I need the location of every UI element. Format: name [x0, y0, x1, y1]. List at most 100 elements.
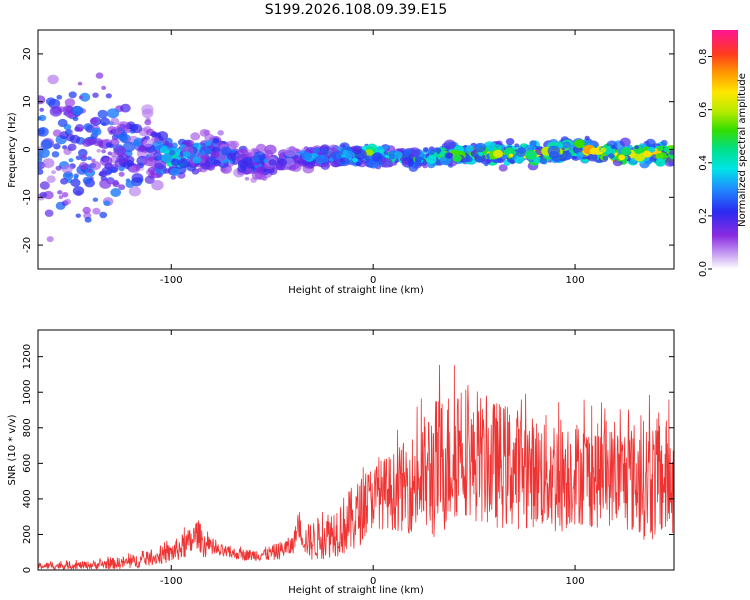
spectrogram-cell	[584, 135, 590, 141]
spectrogram-cell	[284, 146, 297, 158]
spectrogram-cell	[170, 175, 176, 180]
spectrogram-cell	[108, 143, 115, 149]
x-tick-label: 0	[370, 576, 376, 587]
spectrogram-cell	[87, 169, 93, 173]
y-tick-label: 1000	[22, 379, 33, 404]
spectrogram-cell	[201, 146, 207, 151]
spectrogram-cell	[664, 157, 674, 167]
colorbar-tick-label: 0.8	[698, 49, 709, 65]
spectrogram-cell	[70, 178, 81, 187]
colorbar-tick-label: 0.6	[698, 102, 709, 118]
spectrogram-cell	[600, 147, 607, 153]
colorbar-tick-label: 0.4	[698, 155, 709, 171]
spectrogram-cell	[103, 200, 111, 206]
spectrogram-cell	[63, 111, 69, 116]
spectrogram-cell	[62, 171, 74, 181]
spectrogram-cell	[559, 150, 572, 161]
spectrogram-cell	[426, 155, 437, 165]
spectrogram-cell	[52, 129, 62, 137]
spectrogram-cell	[82, 206, 91, 214]
spectrogram-cell	[151, 180, 164, 191]
spectrogram-x-label: Height of straight line (km)	[288, 285, 424, 296]
spectrogram-cell	[154, 159, 167, 170]
spectrogram-cell	[91, 158, 96, 163]
spectrogram-cell	[657, 145, 664, 152]
spectrogram-cell	[75, 213, 82, 218]
spectrogram-cell	[371, 152, 383, 162]
spectrogram-cell	[57, 118, 68, 128]
spectrogram-cell	[77, 81, 83, 86]
spectrogram-cell	[38, 168, 44, 175]
colorbar-tick-label: 0.0	[698, 261, 709, 277]
x-tick-label: 100	[566, 275, 585, 286]
spectrogram-cell	[96, 148, 101, 153]
spectrogram-cell	[61, 164, 73, 174]
spectrogram-cell	[446, 152, 453, 159]
colorbar: 0.0 0.2 0.4 0.6 0.8 Normalized spectral ampl…	[698, 30, 748, 277]
spectrogram-cell	[381, 158, 393, 168]
spectrogram-cell	[91, 127, 102, 136]
spectrogram-cell	[89, 118, 98, 125]
spectrogram-cell	[41, 163, 47, 168]
spectrogram-cell	[128, 186, 141, 197]
spectrogram-cell	[118, 166, 125, 172]
spectrogram-cell	[213, 159, 221, 167]
spectrogram-cell	[51, 151, 60, 158]
spectrogram-cell	[128, 166, 137, 173]
y-tick-label: 400	[22, 489, 33, 508]
spectrogram-cell	[517, 147, 526, 154]
spectrogram-cell	[645, 138, 656, 148]
spectrogram-cell	[602, 155, 609, 161]
spectrogram-cell	[465, 156, 473, 163]
spectrogram-cell	[321, 149, 329, 156]
spectrogram-cell	[237, 165, 247, 173]
spectrogram-cell	[210, 151, 220, 159]
snr-x-ticks: -100 0 100	[160, 330, 585, 587]
spectrogram-cell	[105, 168, 113, 175]
spectrogram-cell	[185, 139, 195, 148]
spectrogram-cell	[39, 191, 47, 198]
spectrogram-cell	[557, 143, 564, 149]
spectrogram-cell	[563, 141, 571, 148]
spectrogram-cell	[101, 85, 107, 90]
spectrogram-cell	[72, 116, 79, 122]
spectrogram-cell	[73, 175, 79, 180]
spectrogram-cell	[38, 161, 45, 170]
spectrogram-cell	[384, 145, 389, 150]
spectrogram-cell	[368, 159, 379, 169]
spectrogram-cell	[39, 181, 50, 190]
spectrogram-cell	[47, 74, 59, 85]
spectrogram-cell	[264, 144, 277, 155]
spectrogram-cell	[514, 143, 520, 148]
spectrogram-cell	[192, 156, 202, 164]
spectrogram-cell	[178, 158, 191, 169]
figure-title: S199.2026.108.09.39.E15	[265, 2, 448, 18]
spectrogram-cell	[156, 155, 162, 161]
spectrogram-cell	[92, 207, 101, 215]
snr-x-label: Height of straight line (km)	[288, 585, 424, 596]
y-tick-label: -20	[22, 237, 33, 253]
spectrogram-cell	[87, 138, 96, 146]
spectrogram-cell	[131, 173, 144, 183]
spectrogram-cell	[118, 171, 125, 177]
spectrogram-cell	[212, 137, 220, 144]
y-tick-label: -10	[22, 189, 33, 205]
spectrogram-cell	[356, 161, 362, 167]
spectrogram-cell	[339, 158, 345, 163]
spectrogram-cell	[61, 192, 69, 198]
spectrogram-cell	[660, 139, 668, 146]
spectrogram-cell	[250, 147, 258, 153]
spectrogram-cell	[148, 156, 154, 162]
spectrogram-cell	[170, 167, 180, 176]
spectrogram-cell	[82, 176, 92, 185]
snr-series-line	[38, 364, 674, 570]
spectrogram-cell	[203, 129, 211, 136]
spectrogram-cell	[64, 98, 76, 107]
spectrogram-cell	[55, 165, 62, 171]
spectrogram-cell	[655, 153, 664, 160]
spectrogram-cell	[263, 158, 269, 163]
spectrogram-cell	[657, 157, 663, 162]
spectrogram-cell	[574, 139, 585, 149]
spectrogram-cell	[388, 154, 396, 160]
